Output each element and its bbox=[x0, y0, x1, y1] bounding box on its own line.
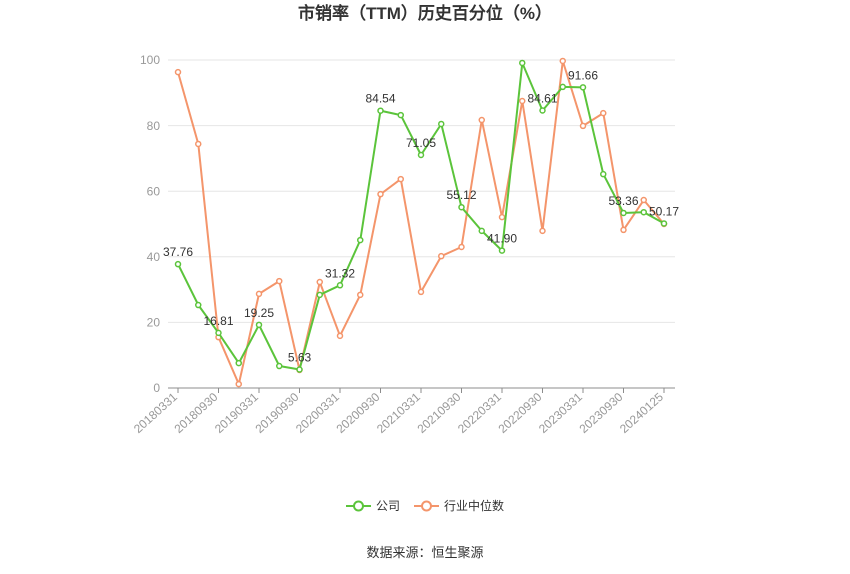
industry-median-point bbox=[498, 213, 506, 221]
industry-median-point bbox=[458, 243, 465, 251]
industry-median-point bbox=[276, 277, 283, 285]
x-tick-label: 20190331 bbox=[212, 390, 261, 436]
industry-median-point bbox=[377, 190, 384, 198]
industry-median-point bbox=[357, 291, 364, 299]
y-tick-label: 0 bbox=[153, 381, 160, 395]
x-tick-label: 20210930 bbox=[414, 390, 463, 436]
industry-median-point bbox=[174, 68, 182, 76]
industry-median-point bbox=[417, 288, 425, 296]
legend-line-marker-icon bbox=[345, 499, 371, 513]
company-point bbox=[600, 170, 607, 178]
industry-median-point bbox=[559, 57, 566, 65]
grid-layer: 0 20 40 60 80 100 bbox=[140, 53, 675, 395]
company-point bbox=[215, 329, 222, 337]
company-data-label: 5.63 bbox=[288, 351, 312, 365]
y-tick-label: 100 bbox=[140, 53, 160, 67]
x-axis-layer: 2018033120180930201903312019093020200331… bbox=[131, 388, 666, 436]
company-data-label: 53.36 bbox=[608, 194, 638, 208]
company-line bbox=[177, 62, 665, 371]
company-data-label: 50.17 bbox=[649, 204, 679, 218]
industry-median-point bbox=[255, 290, 263, 298]
chart-title: 市销率（TTM）历史百分位（%） bbox=[297, 4, 553, 23]
industry-median-point bbox=[336, 332, 344, 340]
industry-median-point bbox=[235, 380, 242, 388]
company-point bbox=[438, 120, 445, 128]
company-point bbox=[316, 291, 323, 299]
company-data-label: 37.76 bbox=[163, 245, 193, 259]
company-point bbox=[458, 203, 465, 211]
company-data-label: 84.54 bbox=[365, 92, 395, 106]
x-tick-label: 20180331 bbox=[131, 390, 180, 436]
company-point bbox=[660, 220, 668, 227]
industry-median-point bbox=[438, 252, 445, 260]
chart-legend: 公司 行业中位数 bbox=[0, 496, 850, 516]
x-tick-label: 20230930 bbox=[576, 390, 625, 436]
y-tick-label: 60 bbox=[147, 184, 161, 198]
industry-median-point bbox=[316, 278, 323, 286]
x-tick-label: 20180930 bbox=[171, 390, 220, 436]
legend-label-industry-median: 行业中位数 bbox=[444, 499, 505, 513]
industry-median-point bbox=[397, 175, 404, 183]
company-data-label: 84.61 bbox=[527, 91, 557, 105]
x-tick-label: 20200930 bbox=[333, 390, 382, 436]
industry-median-point bbox=[539, 227, 546, 235]
industry-median-point bbox=[640, 196, 647, 204]
company-point bbox=[519, 59, 526, 67]
industry-median-point bbox=[478, 116, 485, 124]
x-tick-label: 20230331 bbox=[536, 390, 585, 436]
company-point bbox=[255, 321, 263, 329]
x-tick-label: 20220930 bbox=[495, 390, 544, 436]
x-tick-label: 20200331 bbox=[293, 390, 342, 436]
company-point bbox=[559, 83, 566, 91]
company-point bbox=[417, 151, 425, 159]
company-point bbox=[498, 247, 506, 254]
legend-item-company[interactable]: 公司 bbox=[345, 496, 400, 516]
industry-median-point bbox=[620, 226, 627, 234]
legend-line-marker-icon bbox=[414, 499, 439, 513]
company-point bbox=[336, 282, 344, 289]
company-point bbox=[397, 111, 404, 119]
company-data-label: 55.12 bbox=[446, 188, 476, 202]
x-tick-label: 20220331 bbox=[455, 390, 504, 436]
x-tick-label: 20210331 bbox=[374, 390, 423, 436]
industry-median-point bbox=[579, 122, 587, 130]
y-tick-label: 20 bbox=[147, 316, 161, 330]
company-data-label: 16.81 bbox=[203, 314, 233, 328]
company-point bbox=[640, 208, 647, 216]
series-industry-median bbox=[174, 57, 668, 388]
x-tick-label: 20240125 bbox=[617, 390, 666, 436]
industry-median-point bbox=[195, 140, 202, 148]
company-point bbox=[296, 366, 303, 373]
y-tick-label: 80 bbox=[147, 119, 161, 133]
legend-label-company: 公司 bbox=[375, 499, 400, 513]
company-point bbox=[276, 362, 283, 370]
industry-median-line bbox=[177, 60, 665, 386]
company-point bbox=[174, 260, 182, 268]
x-tick-label: 20190930 bbox=[252, 390, 301, 436]
company-data-label: 41.90 bbox=[487, 232, 517, 246]
company-point bbox=[620, 209, 627, 217]
y-tick-label: 40 bbox=[147, 250, 161, 264]
company-point bbox=[195, 301, 202, 309]
industry-median-point bbox=[519, 97, 526, 105]
company-point bbox=[377, 107, 384, 114]
legend-item-industry-median[interactable]: 行业中位数 bbox=[414, 496, 504, 516]
company-data-label: 91.66 bbox=[568, 68, 598, 82]
company-point bbox=[357, 236, 364, 244]
data-source-note: 数据来源：恒生聚源 bbox=[366, 545, 484, 560]
company-point bbox=[478, 227, 485, 235]
company-data-label: 19.25 bbox=[244, 306, 274, 320]
company-data-label: 31.32 bbox=[325, 266, 355, 280]
company-point bbox=[539, 107, 546, 114]
industry-median-point bbox=[600, 109, 607, 117]
company-data-label: 71.05 bbox=[406, 136, 436, 150]
series-company: 37.76 16.81 19.25 5.63 31.32 84.54 71.05 55.12 4… bbox=[163, 59, 679, 373]
company-point bbox=[235, 359, 242, 367]
company-point bbox=[579, 84, 587, 91]
